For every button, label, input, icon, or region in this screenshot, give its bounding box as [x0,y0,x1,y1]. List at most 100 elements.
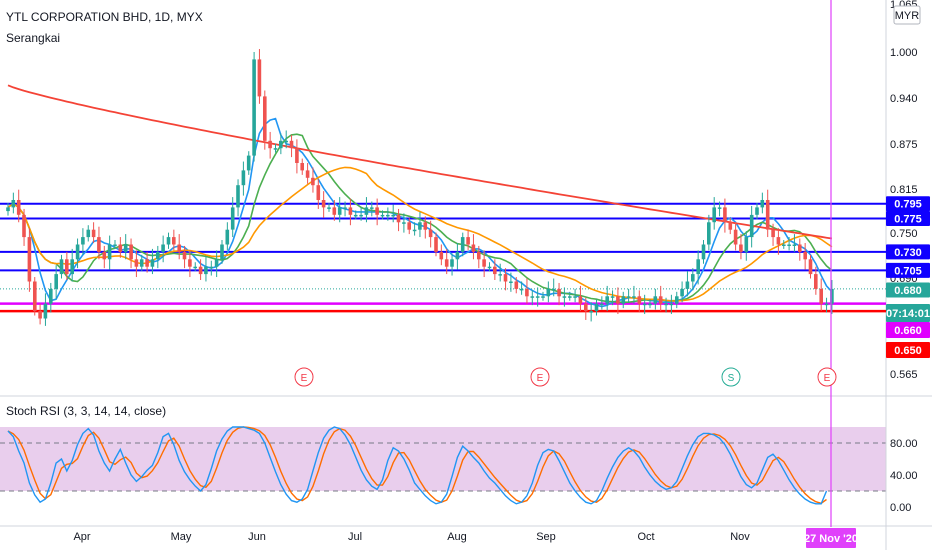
time-axis-tick: Jun [248,531,266,543]
event-marker-e[interactable] [294,367,314,387]
level-tag-0_660-text: 0.660 [894,325,922,337]
candle-body [97,237,101,252]
candle-body [792,244,797,246]
candle-body [316,185,321,200]
candle-body [568,296,572,298]
price-axis-tick: 0.750 [890,228,918,240]
candle-body [755,207,759,215]
candle-body [434,237,438,252]
candle-body [27,237,32,282]
candle-body [798,244,802,252]
candle-body [177,244,181,252]
candle-body [589,311,593,313]
candle-body [284,140,288,143]
candle-body [236,185,240,208]
candle-body [150,259,155,267]
candle-body [166,237,171,245]
currency-badge[interactable] [893,5,921,25]
candle-body [728,222,733,230]
level-tag-0_650 [886,342,930,358]
candle-body [156,251,160,260]
price-axis-tick: 1.000 [890,47,918,59]
candle-body [675,296,679,304]
candle-body [348,207,353,215]
candle-body [621,296,626,304]
candle-body [263,96,267,141]
candle-body [594,303,599,312]
candle-body [107,244,112,260]
level-tag-0_730-text: 0.730 [894,247,922,259]
candle-body [70,259,74,275]
candle-body [279,140,283,149]
candle-body [204,266,208,275]
candle-body [782,244,786,246]
candle-body [471,244,476,252]
candle-body [343,207,347,209]
candle-body [257,59,262,97]
event-marker-e[interactable] [817,367,837,387]
candle-body [477,251,481,260]
candle-body [600,303,604,306]
event-marker-label: E [824,373,831,384]
candle-body [519,288,524,291]
candle-body [380,214,385,217]
candle-body [220,244,224,260]
candle-body [460,237,465,252]
candle-body [733,229,738,245]
candle-body [230,207,235,230]
candle-body [370,207,374,209]
candle-body [139,259,144,267]
candle-body [680,288,684,297]
candle-body [466,237,470,245]
candle-body [241,170,246,186]
candle-body [161,244,165,252]
time-axis-tick: Aug [447,531,467,543]
countdown-tag [886,304,930,322]
candle-body [407,222,411,230]
candle-body [321,200,326,208]
date-badge [806,528,856,548]
candle-body [616,296,620,304]
candle-body [701,244,706,260]
candle-body [123,244,128,252]
level-tag-0_795-text: 0.795 [894,199,922,211]
candle-body [455,251,460,260]
time-axis-tick: May [171,531,192,543]
candle-body [300,163,304,171]
candle-body [653,296,658,304]
last-price-tag-text: 0.680 [894,285,922,297]
ma-long-line [7,84,833,240]
rsi-axis-tick: 80.00 [890,438,918,450]
candle-body [412,229,417,232]
stoch-rsi-band [0,427,886,491]
candle-body [819,288,823,304]
candle-body [386,214,390,217]
candle-body [134,259,139,267]
event-marker-e[interactable] [530,367,550,387]
candle-body [193,266,197,269]
candle-body [546,288,551,297]
candle-body [327,207,331,209]
candle-body [246,155,251,171]
candle-body [289,140,294,149]
candle-body [311,177,315,186]
candle-body [145,259,149,267]
event-marker-s[interactable] [721,367,741,387]
candle-body [252,59,256,156]
candle-body [22,214,26,238]
candle-body [664,303,668,306]
candle-body [712,207,716,223]
candle-body [830,288,834,304]
candle-body [225,229,230,245]
price-axis-tick: 0.875 [890,139,918,151]
time-axis-tick: Oct [637,531,654,543]
candle-body [444,259,449,267]
candle-body [482,259,486,267]
candle-body [498,274,502,276]
candle-body [38,311,42,319]
candle-body [188,259,192,267]
stoch-k-line [7,426,828,505]
candle-body [487,266,492,269]
candle-body [787,244,791,246]
